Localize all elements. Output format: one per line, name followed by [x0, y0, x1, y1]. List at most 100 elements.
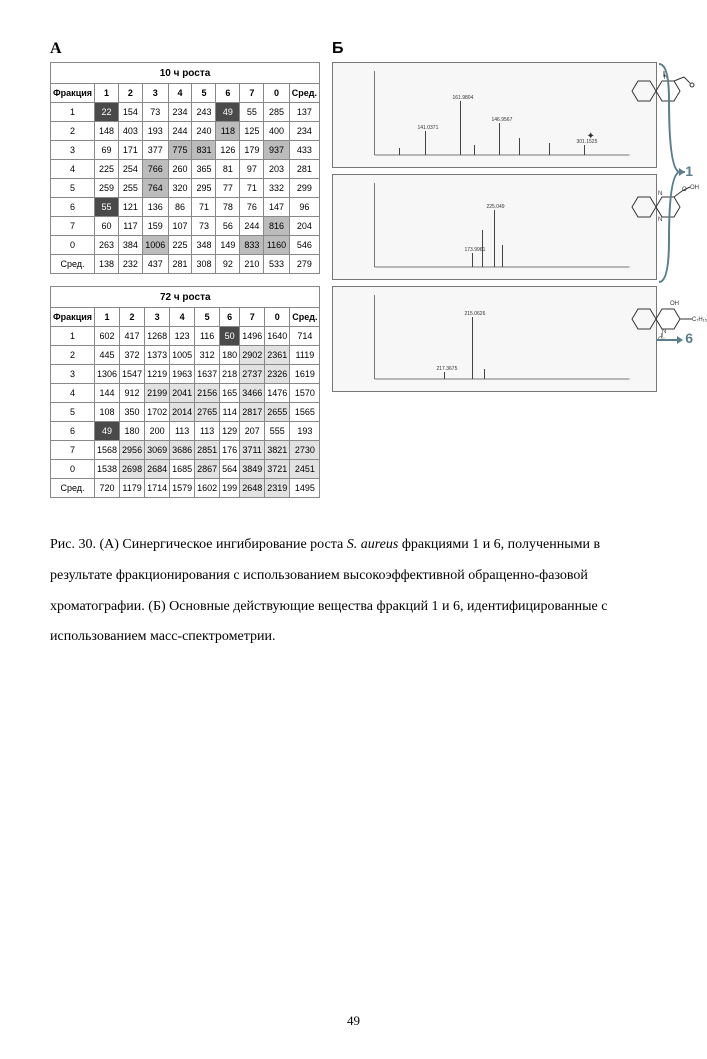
table-72h: 72 ч ростаФракция12345670Сред.1602417126…	[50, 286, 320, 498]
svg-text:✦: ✦	[587, 131, 595, 142]
table-cell: 121	[118, 198, 142, 217]
table-cell: 1306	[95, 365, 120, 384]
row-label: 5	[51, 403, 95, 422]
table-cell: 281	[168, 255, 192, 274]
table-cell: 279	[289, 255, 319, 274]
table-cell: 937	[264, 141, 289, 160]
table-cell: 244	[240, 217, 264, 236]
spectrum-0: 141.0371161.9804146.9567301.1525✦ N	[332, 62, 657, 168]
table-cell: 377	[142, 141, 168, 160]
table-cell: 49	[95, 422, 120, 441]
table-cell: 1547	[120, 365, 145, 384]
spectrum-2: 215.0626217.3675 OHC₇H₁₅NO⁻	[332, 286, 657, 392]
row-label: 2	[51, 346, 95, 365]
table-cell: 720	[95, 479, 120, 498]
col-header: 7	[240, 84, 264, 103]
col-header: 5	[192, 84, 216, 103]
table-cell: 204	[289, 217, 319, 236]
table-cell: 602	[95, 327, 120, 346]
table-cell: 348	[192, 236, 216, 255]
table-cell: 1619	[290, 365, 320, 384]
table-cell: 92	[216, 255, 240, 274]
table-cell: 147	[264, 198, 289, 217]
table-cell: 179	[240, 141, 264, 160]
table-cell: 281	[289, 160, 319, 179]
table-cell: 816	[264, 217, 289, 236]
table-cell: 350	[120, 403, 145, 422]
col-header: 0	[265, 308, 290, 327]
table-cell: 400	[264, 122, 289, 141]
row-label: 7	[51, 441, 95, 460]
table-cell: 2817	[240, 403, 265, 422]
col-header: Сред.	[290, 308, 320, 327]
table-cell: 320	[168, 179, 192, 198]
caption-prefix: Рис. 30. (А) Синергическое ингибирование…	[50, 537, 347, 552]
table-cell: 126	[216, 141, 240, 160]
table-cell: 113	[170, 422, 195, 441]
col-header: Фракция	[51, 84, 95, 103]
table-cell: 1476	[265, 384, 290, 403]
table-cell: 1570	[290, 384, 320, 403]
table-cell: 113	[195, 422, 220, 441]
table-cell: 2902	[240, 346, 265, 365]
table-cell: 1119	[290, 346, 320, 365]
row-label: 4	[51, 384, 95, 403]
table-cell: 775	[168, 141, 192, 160]
table-cell: 1640	[265, 327, 290, 346]
table-cell: 149	[216, 236, 240, 255]
caption-italic: S. aureus	[347, 537, 399, 552]
table-cell: 77	[216, 179, 240, 198]
row-label: 0	[51, 236, 95, 255]
col-header: 1	[95, 84, 119, 103]
table-cell: 73	[192, 217, 216, 236]
row-label: 3	[51, 365, 95, 384]
table-cell: 285	[264, 103, 289, 122]
table-cell: 55	[240, 103, 264, 122]
col-header: 4	[170, 308, 195, 327]
table-cell: 299	[289, 179, 319, 198]
table-cell: 555	[265, 422, 290, 441]
table-cell: 312	[195, 346, 220, 365]
table-cell: 1373	[145, 346, 170, 365]
table-cell: 225	[168, 236, 192, 255]
table-cell: 263	[95, 236, 119, 255]
table-cell: 1637	[195, 365, 220, 384]
svg-text:OH: OH	[690, 185, 699, 191]
table-cell: 76	[240, 198, 264, 217]
table-cell: 255	[118, 179, 142, 198]
table-cell: 1565	[290, 403, 320, 422]
svg-text:C₇H₁₅: C₇H₁₅	[692, 317, 707, 323]
table-cell: 308	[192, 255, 216, 274]
table-cell: 107	[168, 217, 192, 236]
row-label: 5	[51, 179, 95, 198]
table-cell: 912	[120, 384, 145, 403]
table-cell: 136	[142, 198, 168, 217]
table-cell: 180	[220, 346, 240, 365]
table-cell: 60	[95, 217, 119, 236]
svg-text:146.9567: 146.9567	[492, 117, 513, 123]
table-cell: 2737	[240, 365, 265, 384]
table-cell: 766	[142, 160, 168, 179]
table-cell: 116	[195, 327, 220, 346]
table-cell: 138	[95, 255, 119, 274]
table-cell: 148	[95, 122, 119, 141]
table-cell: 437	[142, 255, 168, 274]
table-cell: 417	[120, 327, 145, 346]
col-header: Фракция	[51, 308, 95, 327]
table-cell: 1702	[145, 403, 170, 422]
table-cell: 1568	[95, 441, 120, 460]
page-number: 49	[50, 1013, 657, 1029]
table-cell: 332	[264, 179, 289, 198]
table-cell: 2867	[195, 460, 220, 479]
table-cell: 372	[120, 346, 145, 365]
brace-label-6: 6	[685, 330, 693, 346]
table-cell: 193	[142, 122, 168, 141]
brace-label-1: 1	[685, 163, 693, 179]
table-cell: 2956	[120, 441, 145, 460]
table-cell: 3466	[240, 384, 265, 403]
table-cell: 1538	[95, 460, 120, 479]
table-cell: 200	[145, 422, 170, 441]
table-cell: 114	[220, 403, 240, 422]
row-label: 3	[51, 141, 95, 160]
brace-1	[657, 60, 687, 290]
